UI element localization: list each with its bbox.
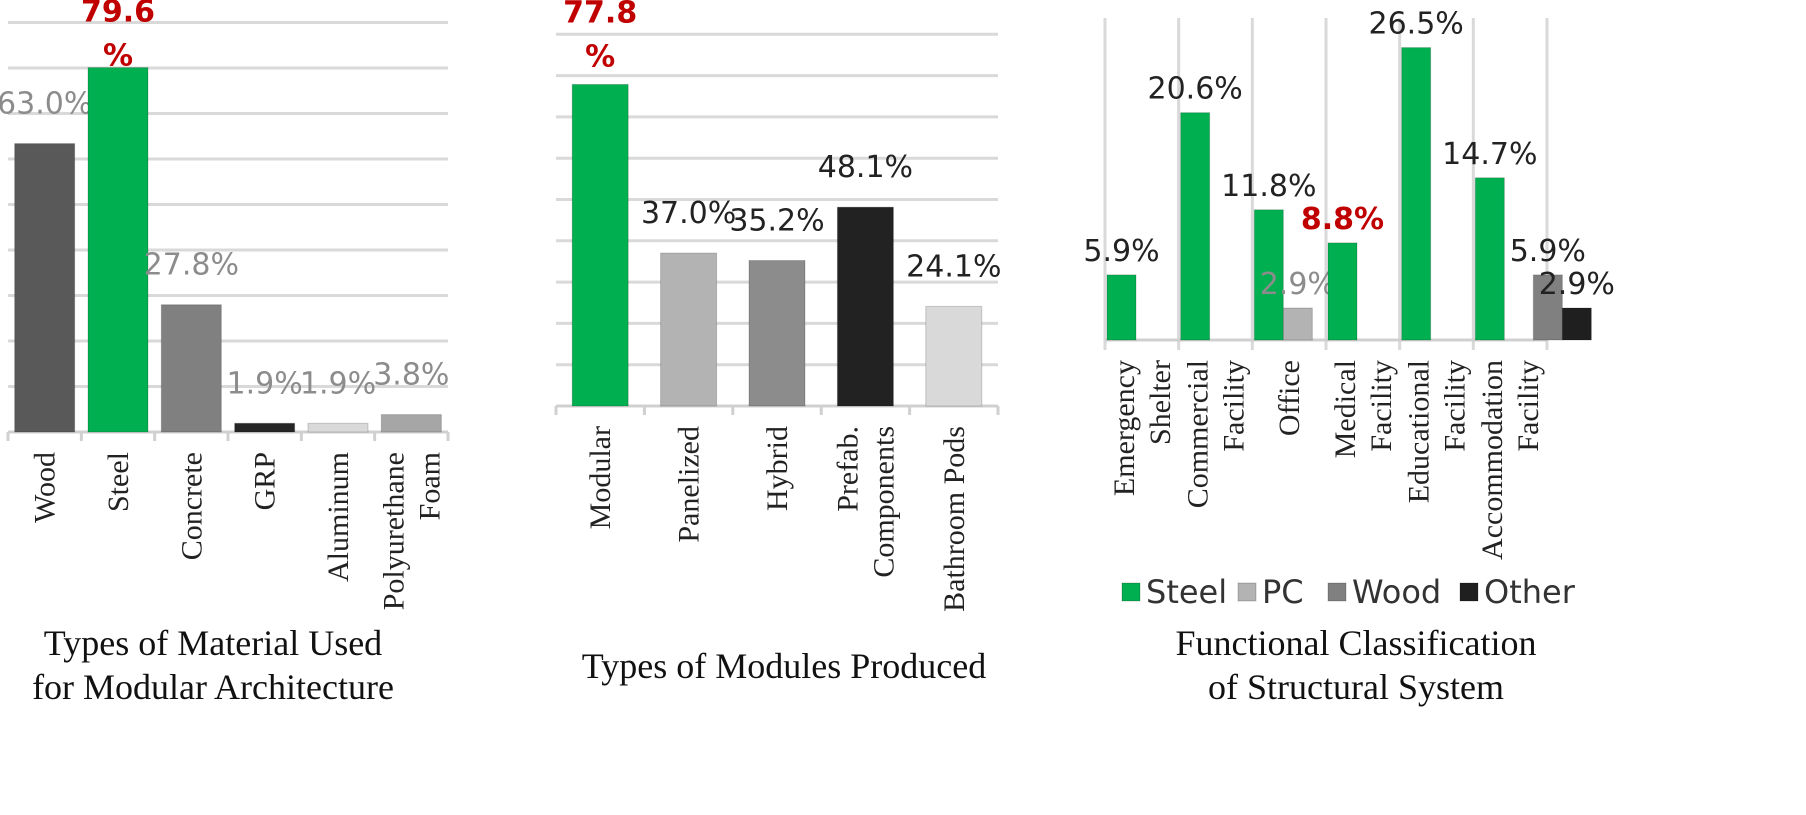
tick-label: Foam (413, 452, 446, 520)
data-label: 37.0% (641, 196, 736, 231)
data-label: 24.1% (906, 249, 1001, 284)
module-chart: 77.8% Modular 37.0% Panelized 35.2% Hybrid 48.… (554, 0, 1001, 686)
data-label: 77.8 (563, 0, 637, 30)
tick-label: Shelter (1144, 360, 1177, 445)
tick-label: Modular (584, 426, 617, 529)
tick-label: Emergency (1108, 360, 1141, 496)
tick-label: Commercial (1182, 360, 1215, 508)
tick-label: Educational (1403, 360, 1436, 503)
bar (748, 260, 806, 407)
bar (1474, 177, 1505, 341)
legend-label: Steel (1146, 573, 1227, 611)
tick-label: Steel (102, 452, 135, 512)
bar (1282, 307, 1313, 341)
bar (1180, 112, 1211, 341)
bar (571, 83, 629, 407)
tick-label: Panelized (673, 426, 706, 543)
bar (1253, 209, 1284, 341)
bar (87, 67, 149, 433)
chart-caption: Functional Classification (1176, 623, 1537, 663)
data-label: 48.1% (818, 150, 913, 185)
legend-label: Other (1484, 573, 1576, 611)
data-label: 3.8% (373, 358, 449, 393)
data-label: 2.9% (1260, 267, 1336, 302)
bar (1532, 274, 1563, 341)
data-label: 27.8% (144, 248, 239, 283)
bar (234, 422, 296, 433)
legend-swatch (1237, 582, 1257, 602)
tick-label: Hybrid (761, 426, 794, 511)
data-label: 5.9% (1083, 234, 1159, 269)
tick-label: Facility (1365, 360, 1398, 452)
data-label: 1.9% (227, 366, 303, 401)
data-label: % (585, 39, 615, 74)
bar (1327, 242, 1358, 341)
tick-label: Concrete (175, 452, 208, 560)
bar (14, 143, 76, 433)
data-label: 11.8% (1221, 169, 1316, 204)
tick-label: Facility (1512, 360, 1545, 452)
data-label: 79.6 (81, 0, 155, 30)
tick-label: Prefab. (831, 426, 864, 512)
bar (1561, 307, 1592, 341)
chart-caption: Types of Material Used (44, 623, 382, 663)
data-label: 2.9% (1539, 267, 1615, 302)
chart-caption: for Modular Architecture (32, 667, 394, 707)
data-label: 26.5% (1369, 7, 1464, 42)
tick-label: Accommodation (1476, 360, 1509, 560)
legend-swatch (1327, 582, 1347, 602)
bar (160, 304, 222, 433)
chart-caption: Types of Modules Produced (582, 646, 986, 686)
chart-caption: of Structural System (1208, 667, 1504, 707)
tick-label: Wood (29, 452, 62, 523)
bar (1106, 274, 1137, 341)
data-label: 63.0% (0, 87, 92, 122)
tick-label: Facility (1439, 360, 1472, 452)
legend-label: Wood (1352, 573, 1441, 611)
tick-label: GRP (249, 452, 282, 510)
data-label: 1.9% (300, 366, 376, 401)
tick-label: Facility (1218, 360, 1251, 452)
tick-label: Aluminum (322, 452, 355, 582)
tick-label: Bathroom Pods (938, 426, 971, 612)
data-label: 8.8% (1301, 202, 1384, 237)
bar (925, 305, 983, 407)
data-label: % (103, 39, 133, 74)
legend-label: PC (1262, 573, 1304, 611)
data-label: 20.6% (1148, 72, 1243, 107)
legend-swatch (1121, 582, 1141, 602)
data-label: 5.9% (1510, 234, 1586, 269)
tick-label: Office (1273, 360, 1306, 436)
bar (836, 206, 894, 407)
bar (1401, 47, 1432, 341)
bar (307, 422, 369, 433)
legend-swatch (1459, 582, 1479, 602)
data-label: 14.7% (1442, 137, 1537, 172)
bar (660, 252, 718, 407)
tick-label: Medical (1329, 360, 1362, 458)
data-label: 35.2% (729, 204, 824, 239)
tick-label: Components (867, 426, 900, 578)
bar (380, 414, 442, 433)
tick-label: Polyurethane (377, 452, 410, 610)
material-chart: 63.0% Wood 79.6% Steel 27.8% Concrete 1.9% GRP 1… (0, 0, 450, 707)
